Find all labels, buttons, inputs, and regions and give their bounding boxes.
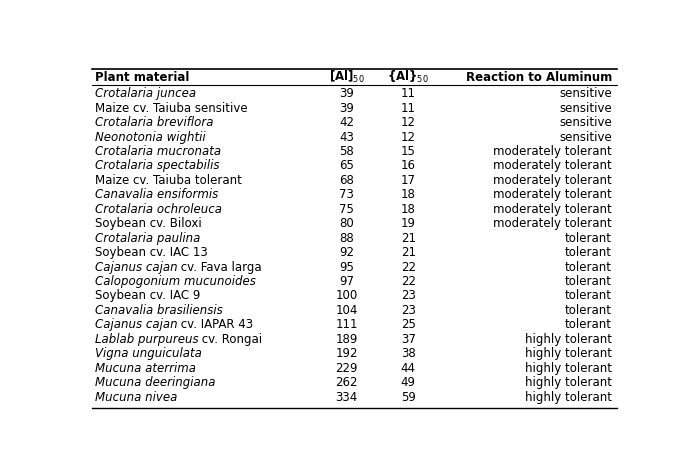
- Text: 43: 43: [339, 131, 354, 143]
- Text: {Al}$_{50}$: {Al}$_{50}$: [388, 69, 429, 85]
- Text: 97: 97: [339, 275, 354, 288]
- Text: 23: 23: [401, 289, 416, 302]
- Text: cv. Rongai: cv. Rongai: [198, 333, 262, 346]
- Text: Soybean cv. IAC 13: Soybean cv. IAC 13: [95, 246, 208, 259]
- Text: 37: 37: [401, 333, 416, 346]
- Text: moderately tolerant: moderately tolerant: [493, 174, 612, 187]
- Text: Mucuna deeringiana: Mucuna deeringiana: [95, 376, 215, 389]
- Text: [Al]$_{50}$: [Al]$_{50}$: [329, 69, 365, 85]
- Text: 73: 73: [339, 188, 354, 201]
- Text: Lablab purpureus: Lablab purpureus: [95, 333, 198, 346]
- Text: Soybean cv. IAC 9: Soybean cv. IAC 9: [95, 289, 200, 302]
- Text: 189: 189: [336, 333, 358, 346]
- Text: Plant material: Plant material: [95, 70, 189, 84]
- Text: Soybean cv. Biloxi: Soybean cv. Biloxi: [95, 217, 201, 230]
- Text: 192: 192: [336, 347, 358, 360]
- Text: 12: 12: [401, 116, 416, 129]
- Text: sensitive: sensitive: [559, 116, 612, 129]
- Text: moderately tolerant: moderately tolerant: [493, 188, 612, 201]
- Text: 16: 16: [401, 159, 416, 173]
- Text: 17: 17: [401, 174, 416, 187]
- Text: 95: 95: [339, 261, 354, 273]
- Text: sensitive: sensitive: [559, 102, 612, 114]
- Text: Crotalaria breviflora: Crotalaria breviflora: [95, 116, 213, 129]
- Text: moderately tolerant: moderately tolerant: [493, 145, 612, 158]
- Text: 58: 58: [339, 145, 354, 158]
- Text: Maize cv. Taiuba sensitive: Maize cv. Taiuba sensitive: [95, 102, 247, 114]
- Text: 42: 42: [339, 116, 354, 129]
- Text: Crotalaria ochroleuca: Crotalaria ochroleuca: [95, 203, 221, 216]
- Text: Mucuna aterrima: Mucuna aterrima: [95, 362, 196, 375]
- Text: 39: 39: [339, 102, 354, 114]
- Text: tolerant: tolerant: [565, 304, 612, 317]
- Text: 100: 100: [336, 289, 358, 302]
- Text: 18: 18: [401, 188, 416, 201]
- Text: Crotalaria juncea: Crotalaria juncea: [95, 87, 196, 100]
- Text: Crotalaria spectabilis: Crotalaria spectabilis: [95, 159, 219, 173]
- Text: Maize cv. Taiuba tolerant: Maize cv. Taiuba tolerant: [95, 174, 242, 187]
- Text: 59: 59: [401, 391, 416, 403]
- Text: 21: 21: [401, 246, 416, 259]
- Text: Neonotonia wightii: Neonotonia wightii: [95, 131, 205, 143]
- Text: 11: 11: [401, 87, 416, 100]
- Text: 75: 75: [339, 203, 354, 216]
- Text: 44: 44: [401, 362, 416, 375]
- Text: 15: 15: [401, 145, 416, 158]
- Text: 262: 262: [336, 376, 358, 389]
- Text: 19: 19: [401, 217, 416, 230]
- Text: highly tolerant: highly tolerant: [525, 391, 612, 403]
- Text: cv. IAPAR 43: cv. IAPAR 43: [177, 318, 253, 332]
- Text: 334: 334: [336, 391, 358, 403]
- Text: highly tolerant: highly tolerant: [525, 333, 612, 346]
- Text: 80: 80: [339, 217, 354, 230]
- Text: 23: 23: [401, 304, 416, 317]
- Text: 11: 11: [401, 102, 416, 114]
- Text: 92: 92: [339, 246, 354, 259]
- Text: 25: 25: [401, 318, 416, 332]
- Text: 18: 18: [401, 203, 416, 216]
- Text: moderately tolerant: moderately tolerant: [493, 159, 612, 173]
- Text: 38: 38: [401, 347, 416, 360]
- Text: cv. Fava larga: cv. Fava larga: [177, 261, 262, 273]
- Text: Canavalia brasiliensis: Canavalia brasiliensis: [95, 304, 222, 317]
- Text: 22: 22: [401, 275, 416, 288]
- Text: Crotalaria mucronata: Crotalaria mucronata: [95, 145, 221, 158]
- Text: sensitive: sensitive: [559, 131, 612, 143]
- Text: Calopogonium mucunoides: Calopogonium mucunoides: [95, 275, 255, 288]
- Text: 229: 229: [336, 362, 358, 375]
- Text: Vigna unguiculata: Vigna unguiculata: [95, 347, 201, 360]
- Text: moderately tolerant: moderately tolerant: [493, 217, 612, 230]
- Text: Mucuna nivea: Mucuna nivea: [95, 391, 177, 403]
- Text: Canavalia ensiformis: Canavalia ensiformis: [95, 188, 218, 201]
- Text: moderately tolerant: moderately tolerant: [493, 203, 612, 216]
- Text: tolerant: tolerant: [565, 232, 612, 245]
- Text: tolerant: tolerant: [565, 246, 612, 259]
- Text: highly tolerant: highly tolerant: [525, 376, 612, 389]
- Text: 49: 49: [401, 376, 416, 389]
- Text: highly tolerant: highly tolerant: [525, 362, 612, 375]
- Text: Cajanus cajan: Cajanus cajan: [95, 318, 177, 332]
- Text: 39: 39: [339, 87, 354, 100]
- Text: 88: 88: [339, 232, 354, 245]
- Text: 111: 111: [336, 318, 358, 332]
- Text: tolerant: tolerant: [565, 261, 612, 273]
- Text: highly tolerant: highly tolerant: [525, 347, 612, 360]
- Text: Reaction to Aluminum: Reaction to Aluminum: [466, 70, 612, 84]
- Text: 12: 12: [401, 131, 416, 143]
- Text: 65: 65: [339, 159, 354, 173]
- Text: 104: 104: [336, 304, 358, 317]
- Text: sensitive: sensitive: [559, 87, 612, 100]
- Text: Crotalaria paulina: Crotalaria paulina: [95, 232, 200, 245]
- Text: tolerant: tolerant: [565, 289, 612, 302]
- Text: Cajanus cajan: Cajanus cajan: [95, 261, 177, 273]
- Text: 21: 21: [401, 232, 416, 245]
- Text: tolerant: tolerant: [565, 318, 612, 332]
- Text: tolerant: tolerant: [565, 275, 612, 288]
- Text: 22: 22: [401, 261, 416, 273]
- Text: 68: 68: [339, 174, 354, 187]
